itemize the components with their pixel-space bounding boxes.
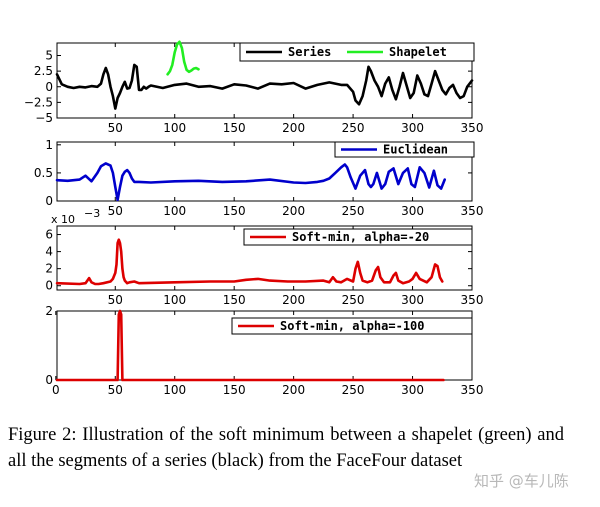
panel-4-xtick-label-300: 300 xyxy=(401,383,424,397)
panel-3-multiplier-exponent: −3 xyxy=(84,207,100,220)
panel-3-legend-box xyxy=(243,228,473,246)
panel-2-ytick-label-1: 0.5 xyxy=(34,166,53,180)
panel-1-xtick-label-200: 200 xyxy=(282,121,305,135)
panel-1-xtick-label-100: 100 xyxy=(163,121,186,135)
panel-1-legend-label-2: Shapelet xyxy=(389,45,447,59)
panel-3-xtick-label-250: 250 xyxy=(342,293,365,307)
panel-2-axes-frame xyxy=(56,141,473,202)
panel-4-legend-label-1: Soft-min, alpha=-100 xyxy=(280,319,425,333)
panel-4-xtick-label-200: 200 xyxy=(282,383,305,397)
panel-2-legend-box xyxy=(334,141,475,158)
panel-4-ytick-label-1: 2 xyxy=(45,304,53,318)
panel-3-xtick-label-200: 200 xyxy=(282,293,305,307)
panel-3-ytick-label-1: 2 xyxy=(45,262,53,276)
watermark-text: 知乎 @车儿陈 xyxy=(474,472,569,490)
panel-1-xtick-label-300: 300 xyxy=(401,121,424,135)
panel-2-xtick-label-200: 200 xyxy=(282,204,305,218)
panel-1-xtick-label-50: 50 xyxy=(108,121,123,135)
panel-1-xtick-label-150: 150 xyxy=(223,121,246,135)
panel-4-xtick-label-50: 50 xyxy=(108,383,123,397)
panel-2-xtick-label-250: 250 xyxy=(342,204,365,218)
panel-1-ytick-label-4: −5 xyxy=(35,111,53,125)
panel-4-xtick-label-350: 350 xyxy=(461,383,484,397)
panel-3-legend-label-1: Soft-min, alpha=-20 xyxy=(292,230,429,244)
panel-1-series-line-series xyxy=(55,63,474,110)
panel-4-series-line-soft-min-alpha-100 xyxy=(55,309,445,382)
panel-3-axes-frame xyxy=(56,225,473,291)
panel-2-xtick-label-350: 350 xyxy=(461,204,484,218)
panel-2-xtick-label-50: 50 xyxy=(108,204,123,218)
panel-1-ytick-label-0: 5 xyxy=(45,49,53,63)
panel-3-xtick-label-350: 350 xyxy=(461,293,484,307)
panel-4-xtick-label-150: 150 xyxy=(223,383,246,397)
panel-3-xtick-label-300: 300 xyxy=(401,293,424,307)
panel-1-xtick-label-350: 350 xyxy=(461,121,484,135)
panel-2-ytick-label-2: 1 xyxy=(45,138,53,152)
panel-2-xtick-label-100: 100 xyxy=(163,204,186,218)
panel-4-xtick-label-100: 100 xyxy=(163,383,186,397)
panel-3-multiplier-label: x 10 xyxy=(51,213,75,226)
panel-2-ytick-label-0: 0 xyxy=(45,194,53,208)
panel-3-series-line-soft-min-alpha-20 xyxy=(55,238,444,286)
panel-4-xtick-label-0: 0 xyxy=(52,383,60,397)
panel-1-ytick-label-1: 2.5 xyxy=(34,64,53,78)
panel-1-xtick-label-250: 250 xyxy=(342,121,365,135)
panel-1-ytick-label-3: −2.5 xyxy=(24,95,53,109)
panel-3-ytick-label-0: 0 xyxy=(45,279,53,293)
panel-3-xtick-label-50: 50 xyxy=(108,293,123,307)
panel-2-xtick-label-150: 150 xyxy=(223,204,246,218)
panel-3-ytick-label-2: 4 xyxy=(45,245,53,259)
panel-1-ytick-label-2: 0 xyxy=(45,80,53,94)
panel-4-xtick-label-250: 250 xyxy=(342,383,365,397)
figure-caption: Figure 2: Illustration of the soft minim… xyxy=(8,425,564,471)
panel-3-ytick-label-3: 6 xyxy=(45,228,53,242)
panel-2-legend-label-1: Euclidean xyxy=(383,143,448,157)
panel-4-legend-box xyxy=(231,317,473,335)
panel-3-xtick-label-100: 100 xyxy=(163,293,186,307)
panel-2-series-line-euclidean xyxy=(55,162,447,202)
panel-1-legend-label-1: Series xyxy=(288,45,331,59)
panel-1-series-line-shapelet xyxy=(166,40,200,76)
panel-3-xtick-label-150: 150 xyxy=(223,293,246,307)
panel-4-ytick-label-0: 0 xyxy=(45,373,53,387)
panel-2-xtick-label-300: 300 xyxy=(401,204,424,218)
